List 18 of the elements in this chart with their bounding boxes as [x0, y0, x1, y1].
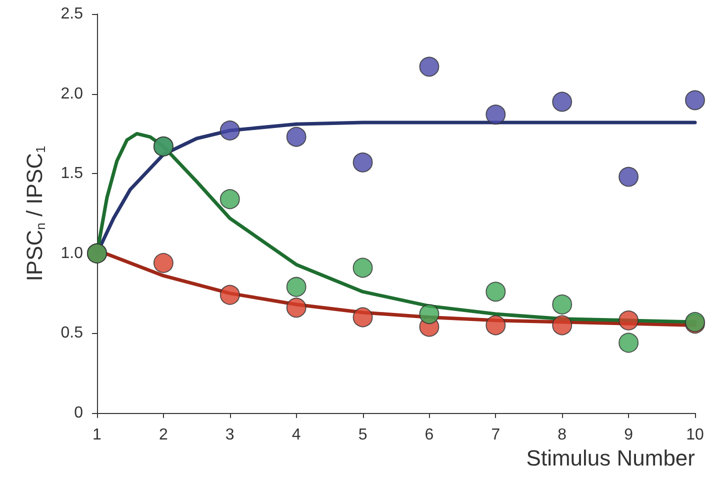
- x-tick-label: 9: [624, 426, 634, 444]
- y-tick-label: 0: [74, 404, 84, 422]
- y-tick-label: 2.5: [60, 6, 84, 22]
- y-tick-label: 2.0: [60, 85, 84, 102]
- x-axis-title: Stimulus Number: [526, 446, 695, 470]
- x-tick-label: 8: [558, 426, 567, 444]
- x-tick-label: 3: [225, 426, 234, 444]
- x-tick-label: 10: [686, 426, 704, 444]
- x-tick-label: 7: [491, 426, 500, 444]
- x-tick-label: 1: [92, 426, 102, 444]
- y-tick-label: 1.0: [60, 244, 84, 262]
- y-axis-title: IPSCn / IPSC1: [22, 146, 48, 282]
- y-tick-label: 0.5: [60, 324, 84, 342]
- x-tick-label: 4: [292, 426, 301, 444]
- y-tick-label: 1.5: [60, 165, 84, 182]
- x-tick-label: 6: [424, 426, 434, 444]
- x-tick-label: 5: [358, 426, 368, 444]
- x-tick-label: 2: [158, 426, 168, 444]
